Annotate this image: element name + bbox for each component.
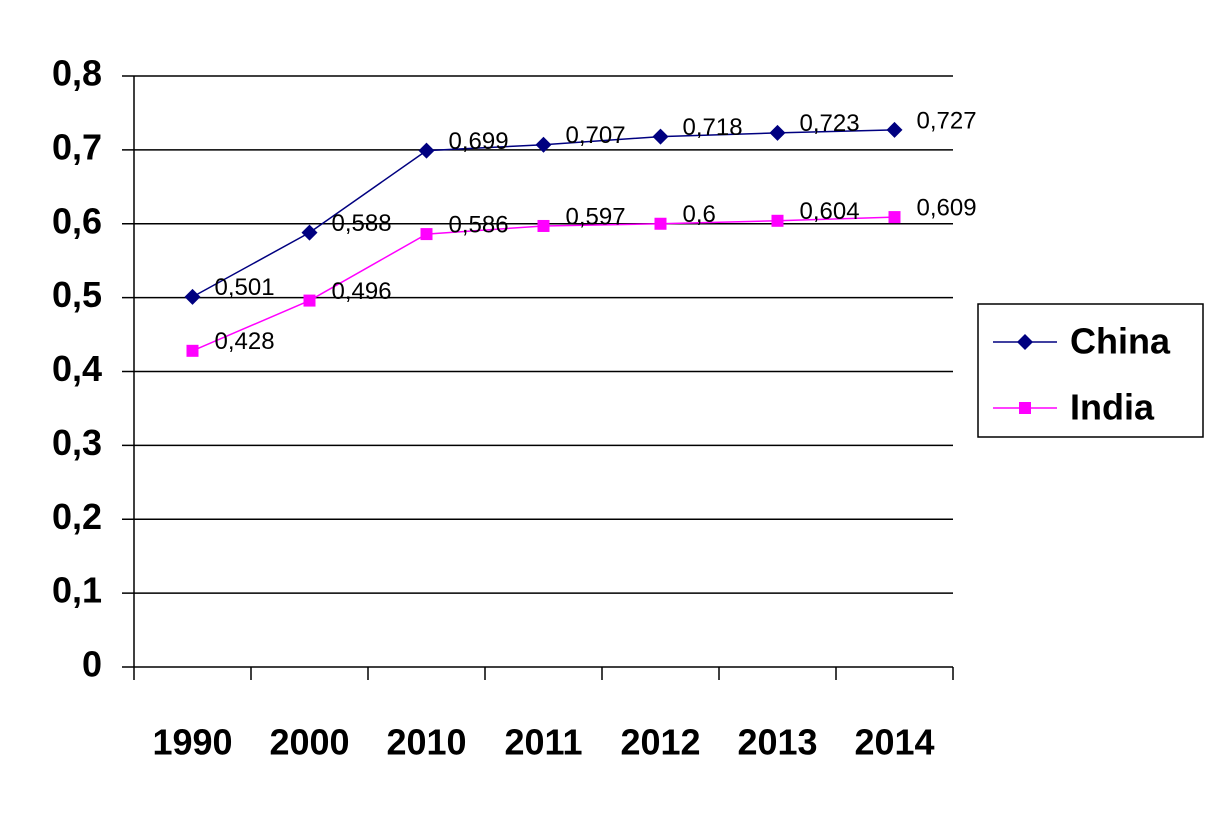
data-label: 0,707 xyxy=(566,122,626,149)
data-label: 0,428 xyxy=(215,328,275,355)
series-line xyxy=(192,129,895,298)
y-tick-label: 0 xyxy=(82,644,102,685)
series-line xyxy=(192,216,895,352)
data-point xyxy=(886,121,903,138)
data-label: 0,496 xyxy=(332,278,392,305)
x-tick-label: 2010 xyxy=(386,722,466,763)
x-tick-label: 2013 xyxy=(737,722,817,763)
data-point xyxy=(184,288,201,305)
data-label: 0,718 xyxy=(683,114,743,141)
data-label: 0,699 xyxy=(449,128,509,155)
data-point xyxy=(303,294,316,307)
y-tick-label: 0,5 xyxy=(52,274,102,315)
x-tick-label: 2000 xyxy=(269,722,349,763)
x-tick-label: 2011 xyxy=(504,722,582,763)
x-tick-label: 2014 xyxy=(854,722,934,763)
data-point xyxy=(186,344,199,357)
legend-marker xyxy=(1017,334,1033,350)
data-label: 0,597 xyxy=(566,203,626,230)
data-point xyxy=(652,128,669,145)
data-label: 0,6 xyxy=(683,201,716,228)
data-point xyxy=(420,228,433,241)
data-point xyxy=(535,136,552,153)
data-label: 0,586 xyxy=(449,211,509,238)
data-point xyxy=(769,124,786,141)
legend-label: China xyxy=(1070,321,1171,362)
data-label: 0,609 xyxy=(917,194,977,221)
data-point xyxy=(537,219,550,232)
legend-label: India xyxy=(1070,387,1155,428)
data-label: 0,727 xyxy=(917,107,977,134)
y-tick-label: 0,6 xyxy=(52,200,102,241)
legend-box xyxy=(977,303,1204,438)
data-point xyxy=(888,211,901,224)
y-tick-label: 0,8 xyxy=(52,53,102,94)
x-tick-label: 1990 xyxy=(152,722,232,763)
data-point xyxy=(301,224,318,241)
data-label: 0,723 xyxy=(800,110,860,137)
y-tick-label: 0,3 xyxy=(52,422,102,463)
data-point xyxy=(418,142,435,159)
data-label: 0,588 xyxy=(332,210,392,237)
data-label: 0,501 xyxy=(215,274,275,301)
data-point xyxy=(771,214,784,227)
legend-marker xyxy=(1019,402,1031,414)
x-tick-label: 2012 xyxy=(620,722,700,763)
y-tick-label: 0,7 xyxy=(52,126,102,167)
y-tick-label: 0,4 xyxy=(52,348,102,389)
data-point xyxy=(654,217,667,230)
data-label: 0,604 xyxy=(800,198,860,225)
y-tick-label: 0,2 xyxy=(52,496,102,537)
y-tick-label: 0,1 xyxy=(52,570,102,611)
